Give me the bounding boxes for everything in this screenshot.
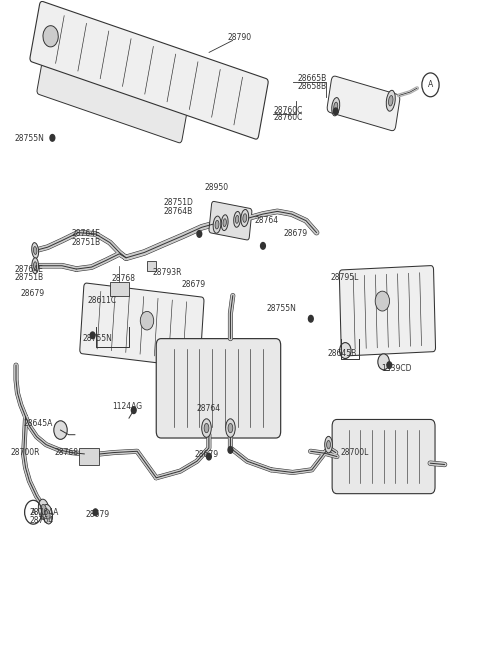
Ellipse shape [228,424,233,433]
Circle shape [333,108,338,115]
Circle shape [378,354,389,370]
FancyBboxPatch shape [156,339,281,438]
Ellipse shape [204,424,209,433]
Ellipse shape [223,218,227,226]
Text: 28751B: 28751B [14,273,43,282]
Text: 28755N: 28755N [266,304,296,313]
Ellipse shape [235,215,239,223]
FancyBboxPatch shape [209,201,252,240]
Text: 28658B: 28658B [298,82,326,91]
Circle shape [132,407,136,414]
FancyBboxPatch shape [80,283,204,368]
Ellipse shape [202,419,211,438]
Ellipse shape [226,419,235,438]
Bar [79,448,99,465]
Text: 28764: 28764 [254,216,278,225]
Text: 28700L: 28700L [340,448,369,457]
Ellipse shape [234,211,240,227]
Text: 28645A: 28645A [24,419,53,428]
Text: 28755N: 28755N [82,334,112,343]
Ellipse shape [386,90,395,111]
Ellipse shape [45,509,50,519]
Text: 28679: 28679 [181,280,206,289]
Bar [147,261,156,271]
Text: 28751D: 28751D [163,199,193,207]
Text: 28760C: 28760C [274,114,303,122]
Ellipse shape [38,499,49,520]
Text: 28679: 28679 [283,230,307,238]
Text: 28793R: 28793R [153,268,182,277]
FancyBboxPatch shape [339,266,435,356]
Text: 28679: 28679 [194,450,219,459]
Circle shape [197,230,202,237]
Text: 28645B: 28645B [327,349,356,358]
FancyBboxPatch shape [30,1,268,139]
Ellipse shape [388,96,393,106]
Text: 28950: 28950 [204,183,228,192]
Ellipse shape [241,209,249,226]
Ellipse shape [326,440,330,449]
Ellipse shape [213,216,221,233]
Text: 28790: 28790 [228,33,252,42]
Text: 28700R: 28700R [10,448,40,457]
Text: 28764: 28764 [29,517,54,525]
FancyBboxPatch shape [332,420,435,493]
FancyBboxPatch shape [327,76,400,131]
Circle shape [206,454,211,460]
Text: 28764A: 28764A [29,508,59,517]
Text: 1339CD: 1339CD [381,364,412,373]
Text: 28768: 28768 [112,274,136,284]
Circle shape [43,26,58,47]
Circle shape [309,315,313,322]
Circle shape [140,311,154,330]
Text: A: A [31,508,36,517]
Ellipse shape [324,436,332,453]
Ellipse shape [243,214,247,222]
Text: 28768: 28768 [54,448,78,457]
Text: 1124AG: 1124AG [112,402,142,411]
Circle shape [50,135,55,141]
Circle shape [93,509,98,515]
Ellipse shape [215,220,219,229]
Text: 28611C: 28611C [88,295,117,305]
Bar [110,282,129,296]
Text: 28760C: 28760C [274,106,303,114]
Text: A: A [428,80,433,90]
Ellipse shape [332,98,340,116]
Ellipse shape [221,214,228,230]
Text: 28764E: 28764E [72,230,100,238]
Ellipse shape [34,262,37,270]
Ellipse shape [32,242,38,258]
Circle shape [261,242,265,249]
FancyBboxPatch shape [37,46,189,143]
Circle shape [387,362,392,369]
Text: 28679: 28679 [21,289,45,298]
Text: 28795L: 28795L [331,273,360,282]
Ellipse shape [34,246,37,254]
Ellipse shape [41,505,47,515]
Text: 28764: 28764 [197,404,221,413]
Text: 28764B: 28764B [163,207,192,216]
Text: 28764E: 28764E [14,264,43,274]
Text: 28751B: 28751B [72,238,101,247]
Circle shape [54,421,67,440]
Ellipse shape [43,505,53,524]
Text: 28679: 28679 [86,510,110,519]
Circle shape [228,447,233,454]
Text: 28665B: 28665B [298,74,327,83]
Text: 28755N: 28755N [14,134,44,143]
Circle shape [375,291,390,311]
Ellipse shape [334,102,338,112]
Circle shape [90,332,95,339]
Ellipse shape [32,258,38,274]
Circle shape [339,343,351,359]
